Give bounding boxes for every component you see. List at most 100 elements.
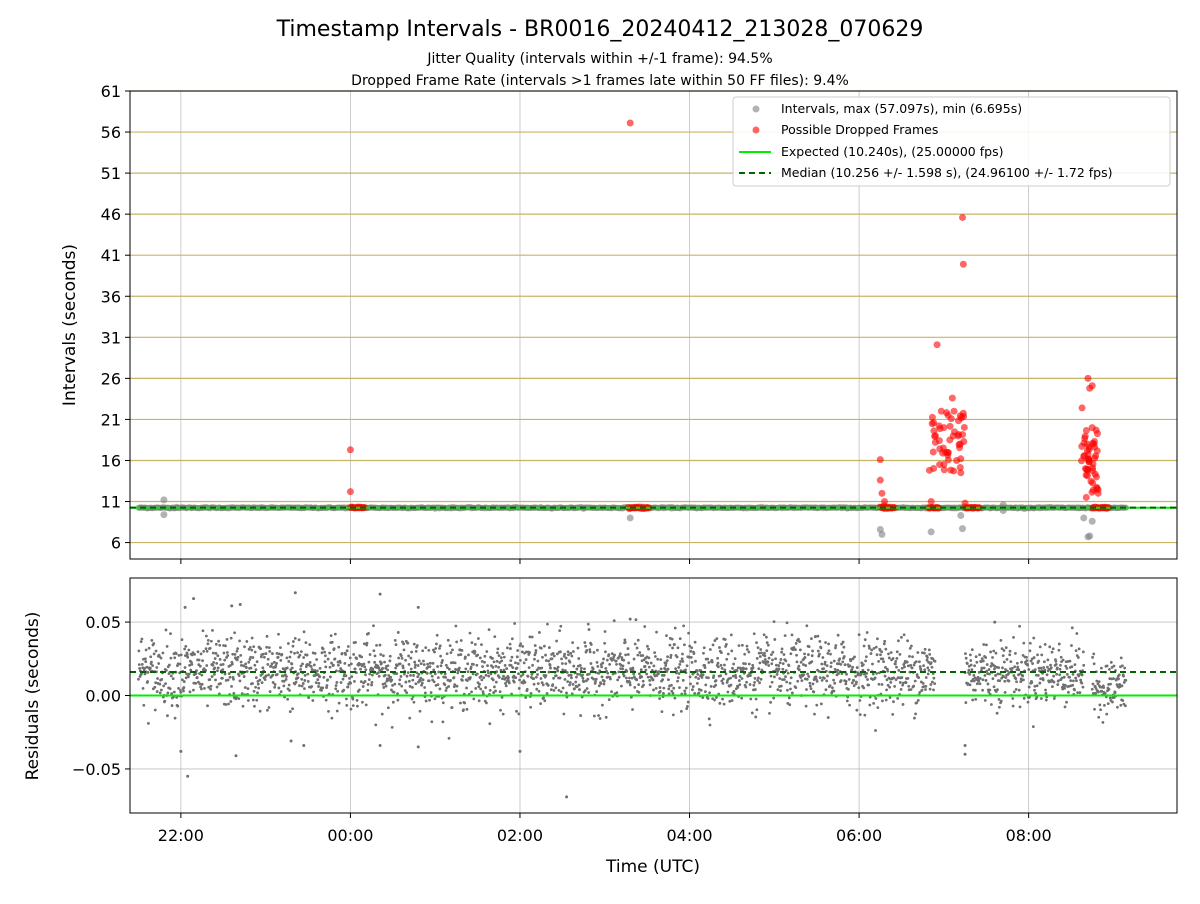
residual-point (1014, 652, 1017, 655)
residual-point (969, 659, 972, 662)
residual-point (572, 665, 575, 668)
residual-point (971, 648, 974, 651)
dropped-frame-point (1092, 452, 1099, 459)
residual-point (812, 691, 815, 694)
residual-point (753, 681, 756, 684)
residual-point (551, 657, 554, 660)
residual-point (170, 692, 173, 695)
residual-point (600, 666, 603, 669)
residual-point (708, 691, 711, 694)
residual-point (516, 649, 519, 652)
residual-point (446, 652, 449, 655)
residual-point (416, 644, 419, 647)
residual-point (455, 640, 458, 643)
residual-point (538, 690, 541, 693)
residual-point (589, 651, 592, 654)
residual-point (790, 676, 793, 679)
residual-point (613, 619, 616, 622)
dropped-frame-point (1094, 430, 1101, 437)
dropped-frame-point (943, 409, 950, 416)
residual-point (973, 664, 976, 667)
residual-point (207, 639, 210, 642)
residual-point (579, 664, 582, 667)
residual-point (426, 663, 429, 666)
residual-point (989, 651, 992, 654)
residual-point (237, 697, 240, 700)
residual-point (644, 665, 647, 668)
residual-point (377, 666, 380, 669)
residual-point (784, 634, 787, 637)
residual-point (285, 656, 288, 659)
residual-point (772, 697, 775, 700)
residual-point (205, 647, 208, 650)
residual-point (608, 698, 611, 701)
residual-point (1011, 667, 1014, 670)
residual-point (1011, 697, 1014, 700)
residual-point (560, 657, 563, 660)
residual-point (894, 663, 897, 666)
residual-point (1063, 676, 1066, 679)
residual-point (1053, 681, 1056, 684)
residual-point (268, 646, 271, 649)
residual-point (137, 678, 140, 681)
residual-point (821, 656, 824, 659)
residual-point (848, 678, 851, 681)
dropped-frame-point (1083, 466, 1090, 473)
residual-point (689, 682, 692, 685)
residual-point (690, 646, 693, 649)
dropped-frame-point (936, 437, 943, 444)
residual-point (968, 673, 971, 676)
residual-point (151, 664, 154, 667)
residual-point (933, 677, 936, 680)
residual-point (215, 662, 218, 665)
residual-point (889, 681, 892, 684)
residual-point (863, 645, 866, 648)
residual-point (765, 663, 768, 666)
residual-point (1102, 721, 1105, 724)
residual-point (842, 646, 845, 649)
residual-point (1045, 692, 1048, 695)
residual-point (899, 653, 902, 656)
residual-outlier-point (192, 597, 195, 600)
residual-point (267, 658, 270, 661)
residual-point (913, 717, 916, 720)
residual-point (363, 666, 366, 669)
residual-point (350, 662, 353, 665)
residual-point (617, 670, 620, 673)
residual-point (903, 665, 906, 668)
residual-point (207, 642, 210, 645)
residual-point (402, 666, 405, 669)
residual-point (213, 667, 216, 670)
residual-point (795, 642, 798, 645)
residual-point (460, 639, 463, 642)
residual-point (1118, 674, 1121, 677)
top-y-tick-label: 61 (101, 82, 121, 101)
residual-point (252, 699, 255, 702)
residual-point (730, 684, 733, 687)
residual-point (277, 687, 280, 690)
residual-point (264, 652, 267, 655)
residual-point (833, 690, 836, 693)
residual-point (543, 699, 546, 702)
residual-point (667, 678, 670, 681)
residual-point (252, 645, 255, 648)
residual-point (426, 672, 429, 675)
residual-point (175, 652, 178, 655)
residual-point (623, 675, 626, 678)
residual-point (725, 658, 728, 661)
residual-point (796, 680, 799, 683)
residual-point (771, 659, 774, 662)
residual-point (294, 637, 297, 640)
residual-point (1001, 666, 1004, 669)
residual-point (334, 658, 337, 661)
residual-point (533, 658, 536, 661)
residual-point (1008, 653, 1011, 656)
dropped-frame-point (960, 261, 967, 268)
residual-point (415, 650, 418, 653)
residual-point (549, 667, 552, 670)
residual-point (694, 660, 697, 663)
residual-point (624, 654, 627, 657)
residual-point (440, 664, 443, 667)
dropped-frame-point (878, 490, 885, 497)
residual-point (1022, 678, 1025, 681)
